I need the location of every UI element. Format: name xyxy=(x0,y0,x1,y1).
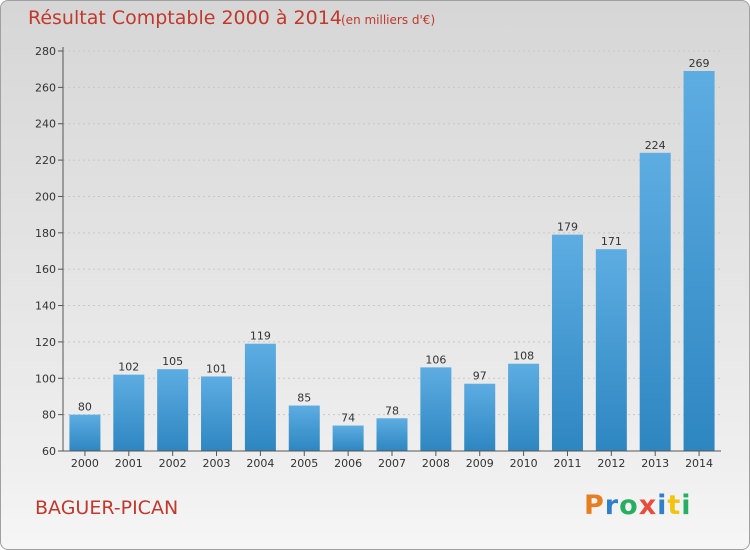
chart-subtitle: (en milliers d'€) xyxy=(341,13,436,27)
y-tick-label: 120 xyxy=(35,336,56,349)
bar-value-label: 171 xyxy=(601,235,622,248)
bar-value-label: 101 xyxy=(206,362,227,375)
bar xyxy=(464,383,496,451)
x-tick-label: 2010 xyxy=(510,457,538,470)
bar-value-label: 102 xyxy=(118,361,139,374)
bar xyxy=(639,152,671,451)
x-tick-label: 2008 xyxy=(422,457,450,470)
bar xyxy=(332,425,364,451)
bar-value-label: 78 xyxy=(385,404,399,417)
y-tick-label: 60 xyxy=(42,445,56,458)
logo-letter: r xyxy=(604,490,620,521)
y-tick-label: 280 xyxy=(35,45,56,58)
x-tick-label: 2003 xyxy=(203,457,231,470)
x-tick-label: 2005 xyxy=(290,457,318,470)
y-tick-label: 200 xyxy=(35,190,56,203)
x-tick-label: 2007 xyxy=(378,457,406,470)
bar xyxy=(551,234,583,451)
bar xyxy=(683,71,715,451)
logo-letter: P xyxy=(584,490,605,521)
x-tick-label: 2012 xyxy=(597,457,625,470)
bar-value-label: 224 xyxy=(645,139,666,152)
x-tick-label: 2013 xyxy=(641,457,669,470)
chart-title: Résultat Comptable 2000 à 2014 xyxy=(28,7,342,29)
bar xyxy=(201,376,233,451)
y-tick-label: 180 xyxy=(35,227,56,240)
bar-value-label: 179 xyxy=(557,221,578,234)
bar xyxy=(113,374,145,451)
x-tick-label: 2009 xyxy=(466,457,494,470)
bar-value-label: 269 xyxy=(689,57,710,70)
logo-letter: i xyxy=(681,490,692,521)
x-tick-label: 2004 xyxy=(246,457,274,470)
x-tick-label: 2006 xyxy=(334,457,362,470)
logo-letter: x xyxy=(638,490,658,521)
bar-value-label: 106 xyxy=(425,353,446,366)
y-tick-label: 80 xyxy=(42,409,56,422)
bar-value-label: 85 xyxy=(297,392,311,405)
bar-value-label: 119 xyxy=(250,330,271,343)
bar xyxy=(157,369,189,451)
x-tick-label: 2001 xyxy=(115,457,143,470)
x-tick-label: 2000 xyxy=(71,457,99,470)
bar xyxy=(288,405,320,451)
bar-value-label: 105 xyxy=(162,355,183,368)
bar-value-label: 97 xyxy=(473,370,487,383)
x-tick-label: 2002 xyxy=(159,457,187,470)
logo-letter: i xyxy=(657,490,668,521)
proxiti-logo: Proxiti xyxy=(584,490,692,521)
x-tick-label: 2011 xyxy=(553,457,581,470)
x-tick-label: 2014 xyxy=(685,457,713,470)
logo-letter: t xyxy=(667,490,682,521)
bar xyxy=(595,249,627,451)
y-tick-label: 100 xyxy=(35,372,56,385)
bar-value-label: 108 xyxy=(513,350,534,363)
logo-letter: o xyxy=(619,490,639,521)
y-tick-label: 140 xyxy=(35,300,56,313)
bar xyxy=(420,367,452,451)
y-tick-label: 240 xyxy=(35,118,56,131)
bar-value-label: 80 xyxy=(78,401,92,414)
bar xyxy=(244,343,276,451)
y-tick-label: 160 xyxy=(35,263,56,276)
y-tick-label: 220 xyxy=(35,154,56,167)
commune-name: BAGUER-PICAN xyxy=(35,497,179,519)
y-tick-label: 260 xyxy=(35,81,56,94)
bar xyxy=(376,418,408,451)
bar xyxy=(69,414,101,451)
bar-value-label: 74 xyxy=(341,412,355,425)
bar xyxy=(508,363,540,451)
